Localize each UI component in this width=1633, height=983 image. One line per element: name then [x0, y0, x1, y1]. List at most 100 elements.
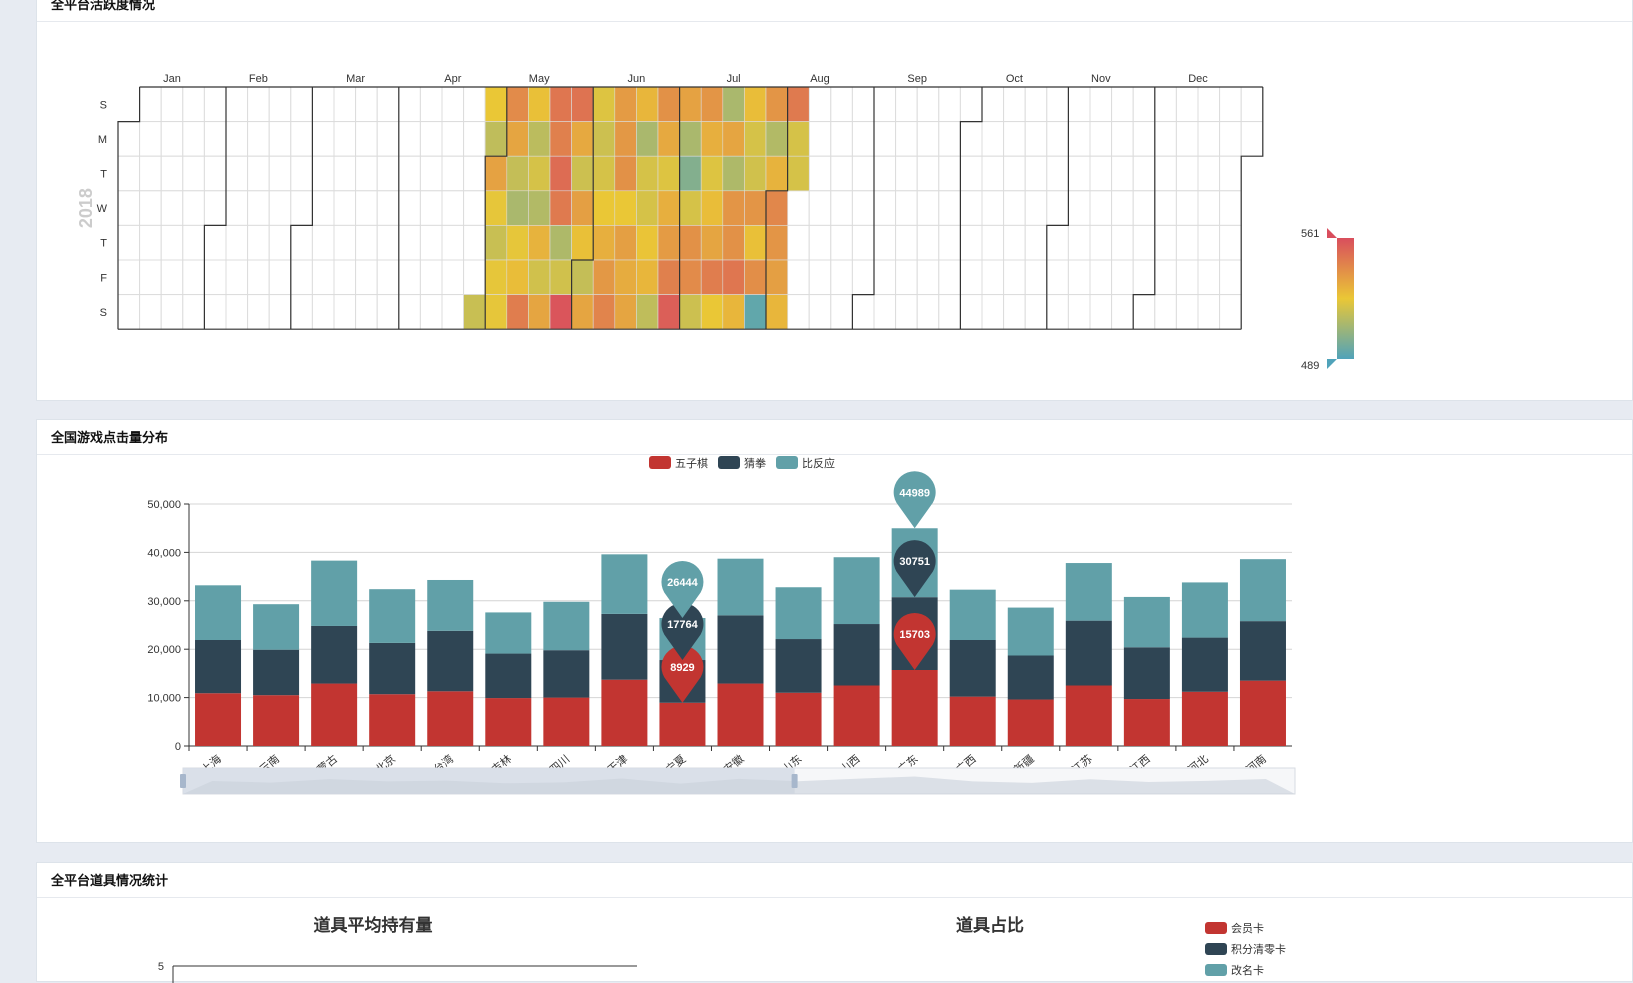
heat-cell[interactable] [636, 86, 659, 122]
heat-cell[interactable] [484, 294, 508, 330]
bar-segment[interactable] [1181, 637, 1228, 692]
heat-cell[interactable] [722, 259, 745, 295]
legend-label[interactable]: 改名卡 [1231, 963, 1264, 977]
bar-segment[interactable] [369, 642, 416, 695]
heat-cell[interactable] [528, 86, 551, 122]
bar-segment[interactable] [1239, 621, 1286, 681]
heat-cell[interactable] [614, 155, 637, 192]
heat-cell[interactable] [744, 155, 767, 192]
heat-cell[interactable] [700, 259, 724, 295]
heat-cell[interactable] [657, 190, 680, 226]
heat-cell[interactable] [463, 294, 486, 330]
bar-segment[interactable] [949, 696, 996, 746]
bar-segment[interactable] [1007, 607, 1054, 656]
heat-cell[interactable] [528, 225, 551, 261]
heat-cell[interactable] [636, 190, 659, 226]
bar-segment[interactable] [717, 615, 764, 684]
heat-cell[interactable] [700, 225, 724, 261]
mark-point-pin[interactable] [893, 540, 936, 598]
heat-cell[interactable] [679, 294, 702, 330]
heat-cell[interactable] [765, 86, 788, 122]
mark-point[interactable]: 17764 [661, 603, 704, 661]
datazoom-left-handle[interactable] [180, 774, 186, 788]
heat-cell[interactable] [506, 121, 529, 157]
visual-map-max-handle[interactable] [1327, 228, 1337, 238]
datazoom-right-handle[interactable] [791, 774, 798, 788]
bar-segment[interactable] [195, 693, 242, 746]
heat-cell[interactable] [506, 294, 529, 330]
heat-cell[interactable] [506, 190, 529, 226]
heat-cell[interactable] [787, 121, 810, 157]
heat-cell[interactable] [636, 259, 659, 295]
bar-segment[interactable] [311, 560, 358, 626]
bar-segment[interactable] [1123, 699, 1170, 746]
heat-cell[interactable] [657, 259, 680, 295]
bar-segment[interactable] [1065, 685, 1112, 747]
mark-point[interactable]: 44989 [893, 471, 936, 529]
mark-point-pin[interactable] [661, 645, 704, 703]
heat-cell[interactable] [506, 225, 529, 261]
heat-cell[interactable] [549, 259, 572, 295]
bar-segment[interactable] [1239, 680, 1286, 746]
bar-segment[interactable] [891, 669, 938, 746]
heat-cell[interactable] [765, 155, 788, 192]
mark-point[interactable]: 15703 [893, 612, 936, 670]
heat-cell[interactable] [744, 294, 767, 330]
legend-label[interactable]: 会员卡 [1231, 922, 1264, 935]
heat-cell[interactable] [679, 225, 702, 261]
bar-segment[interactable] [1065, 563, 1112, 621]
bar-segment[interactable] [485, 653, 532, 699]
mark-point[interactable]: 30751 [893, 540, 936, 598]
heat-cell[interactable] [700, 294, 724, 330]
bar-segment[interactable] [1123, 647, 1170, 700]
heat-cell[interactable] [657, 225, 680, 261]
mark-point[interactable]: 26444 [661, 561, 704, 619]
heat-cell[interactable] [744, 121, 767, 157]
heat-cell[interactable] [614, 225, 637, 261]
legend-swatch[interactable] [1205, 964, 1227, 976]
heat-cell[interactable] [592, 86, 616, 122]
heat-cell[interactable] [549, 294, 572, 330]
legend-swatch[interactable] [718, 456, 740, 469]
heat-cell[interactable] [657, 121, 680, 157]
bar-segment[interactable] [195, 585, 242, 641]
heat-cell[interactable] [657, 294, 680, 330]
heat-cell[interactable] [700, 121, 724, 157]
heat-cell[interactable] [744, 259, 767, 295]
bar-segment[interactable] [775, 692, 822, 746]
heat-cell[interactable] [765, 121, 788, 157]
heat-cell[interactable] [571, 294, 594, 330]
heat-cell[interactable] [528, 121, 551, 157]
bar-segment[interactable] [427, 691, 474, 746]
bar-segment[interactable] [253, 695, 300, 746]
bar-segment[interactable] [949, 589, 996, 641]
heat-cell[interactable] [549, 155, 572, 192]
legend-label[interactable]: 五子棋 [675, 456, 708, 470]
heat-cell[interactable] [744, 190, 767, 226]
legend-swatch[interactable] [1205, 922, 1227, 934]
legend-swatch[interactable] [1205, 943, 1227, 955]
heat-cell[interactable] [679, 259, 702, 295]
bar-segment[interactable] [1123, 596, 1170, 648]
heat-cell[interactable] [528, 259, 551, 295]
heat-cell[interactable] [765, 294, 788, 330]
heat-cell[interactable] [679, 190, 702, 226]
bar-segment[interactable] [775, 587, 822, 640]
heat-cell[interactable] [549, 225, 572, 261]
bar-segment[interactable] [543, 697, 590, 746]
heat-cell[interactable] [506, 259, 529, 295]
heat-cell[interactable] [744, 225, 767, 261]
heat-cell[interactable] [528, 190, 551, 226]
heat-cell[interactable] [722, 190, 745, 226]
heat-cell[interactable] [484, 259, 508, 295]
heat-cell[interactable] [571, 86, 594, 122]
heat-cell[interactable] [484, 155, 508, 192]
bar-segment[interactable] [833, 557, 880, 625]
visual-map-bar[interactable] [1337, 238, 1354, 359]
heat-cell[interactable] [484, 190, 508, 226]
heat-cell[interactable] [636, 121, 659, 157]
heat-cell[interactable] [549, 190, 572, 226]
heat-cell[interactable] [614, 121, 637, 157]
heat-cell[interactable] [571, 155, 594, 192]
bar-segment[interactable] [195, 640, 242, 694]
